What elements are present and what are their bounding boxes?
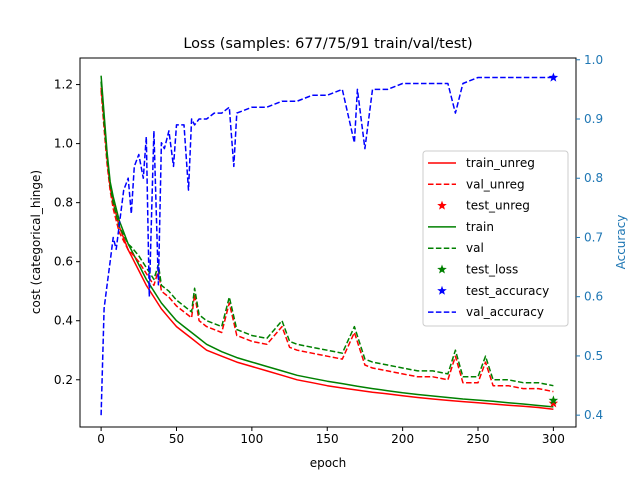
y-axis-right: 0.4 0.5 0.6 0.7 0.8 0.9 1.0 [576,53,603,422]
legend-marker [437,264,447,274]
y2-axis-label: Accuracy [614,215,628,270]
legend-label: val_unreg [466,177,525,191]
y-tick-label: 0.4 [54,314,73,328]
series-line-train_unreg [100,87,554,411]
legend-label: test_accuracy [466,284,549,298]
y2-tick-label: 0.7 [584,230,603,244]
legend-entry-test_loss: test_loss [437,263,518,277]
x-tick-label: 50 [169,432,184,446]
series-line-val_unreg [100,90,554,393]
series-line-train [100,75,554,408]
legend-marker [437,200,447,210]
legend-marker [437,285,447,295]
legend-entry-train_unreg: train_unreg [428,156,535,170]
y2-tick-label: 0.6 [584,290,603,304]
x-axis-label: epoch [310,456,347,470]
point-test_loss [548,395,559,405]
y2-tick-label: 1.0 [584,53,603,67]
y2-tick-label: 0.8 [584,171,603,185]
legend-entry-val: val [428,241,484,255]
x-tick-label: 0 [97,432,105,446]
series-line-val_accuracy [100,76,554,416]
legend-box [422,150,569,327]
y2-tick-label: 0.5 [584,349,603,363]
y-tick-label: 0.8 [54,196,73,210]
y2-tick-label: 0.4 [584,408,603,422]
legend-entry-train: train [428,220,494,234]
x-tick-label: 250 [467,432,490,446]
y-axis-left: 0.2 0.4 0.6 0.8 1.0 1.2 [54,78,80,387]
point-test_accuracy [548,72,559,82]
legend-label: val_accuracy [466,305,544,319]
y-axis-label: cost (categorical_hinge) [29,170,43,314]
legend-label: test_unreg [466,199,530,213]
plot-frame [79,57,577,428]
y-tick-label: 0.6 [54,255,73,269]
x-axis: 0 50 100 150 200 250 300 [97,427,565,446]
x-tick-label: 150 [316,432,339,446]
chart-title: Loss (samples: 677/75/91 train/val/test) [183,36,472,52]
legend-entry-test_accuracy: test_accuracy [437,284,549,298]
plot-points [548,72,559,408]
point-test_unreg [548,398,559,408]
legend-label: val [466,241,484,255]
x-tick-label: 100 [240,432,263,446]
legend-label: train [466,220,494,234]
x-tick-label: 300 [542,432,565,446]
legend-entry-test_unreg: test_unreg [437,199,530,213]
series-line-val [100,81,554,387]
legend-label: test_loss [466,263,518,277]
legend-entry-val_accuracy: val_accuracy [428,305,544,319]
y-tick-label: 1.2 [54,78,73,92]
legend-label: train_unreg [466,156,535,170]
legend-entry-val_unreg: val_unreg [428,177,525,191]
y-tick-label: 0.2 [54,373,73,387]
plot-lines [100,75,554,416]
y-tick-label: 1.0 [54,137,73,151]
y2-tick-label: 0.9 [584,112,603,126]
x-tick-label: 200 [391,432,414,446]
